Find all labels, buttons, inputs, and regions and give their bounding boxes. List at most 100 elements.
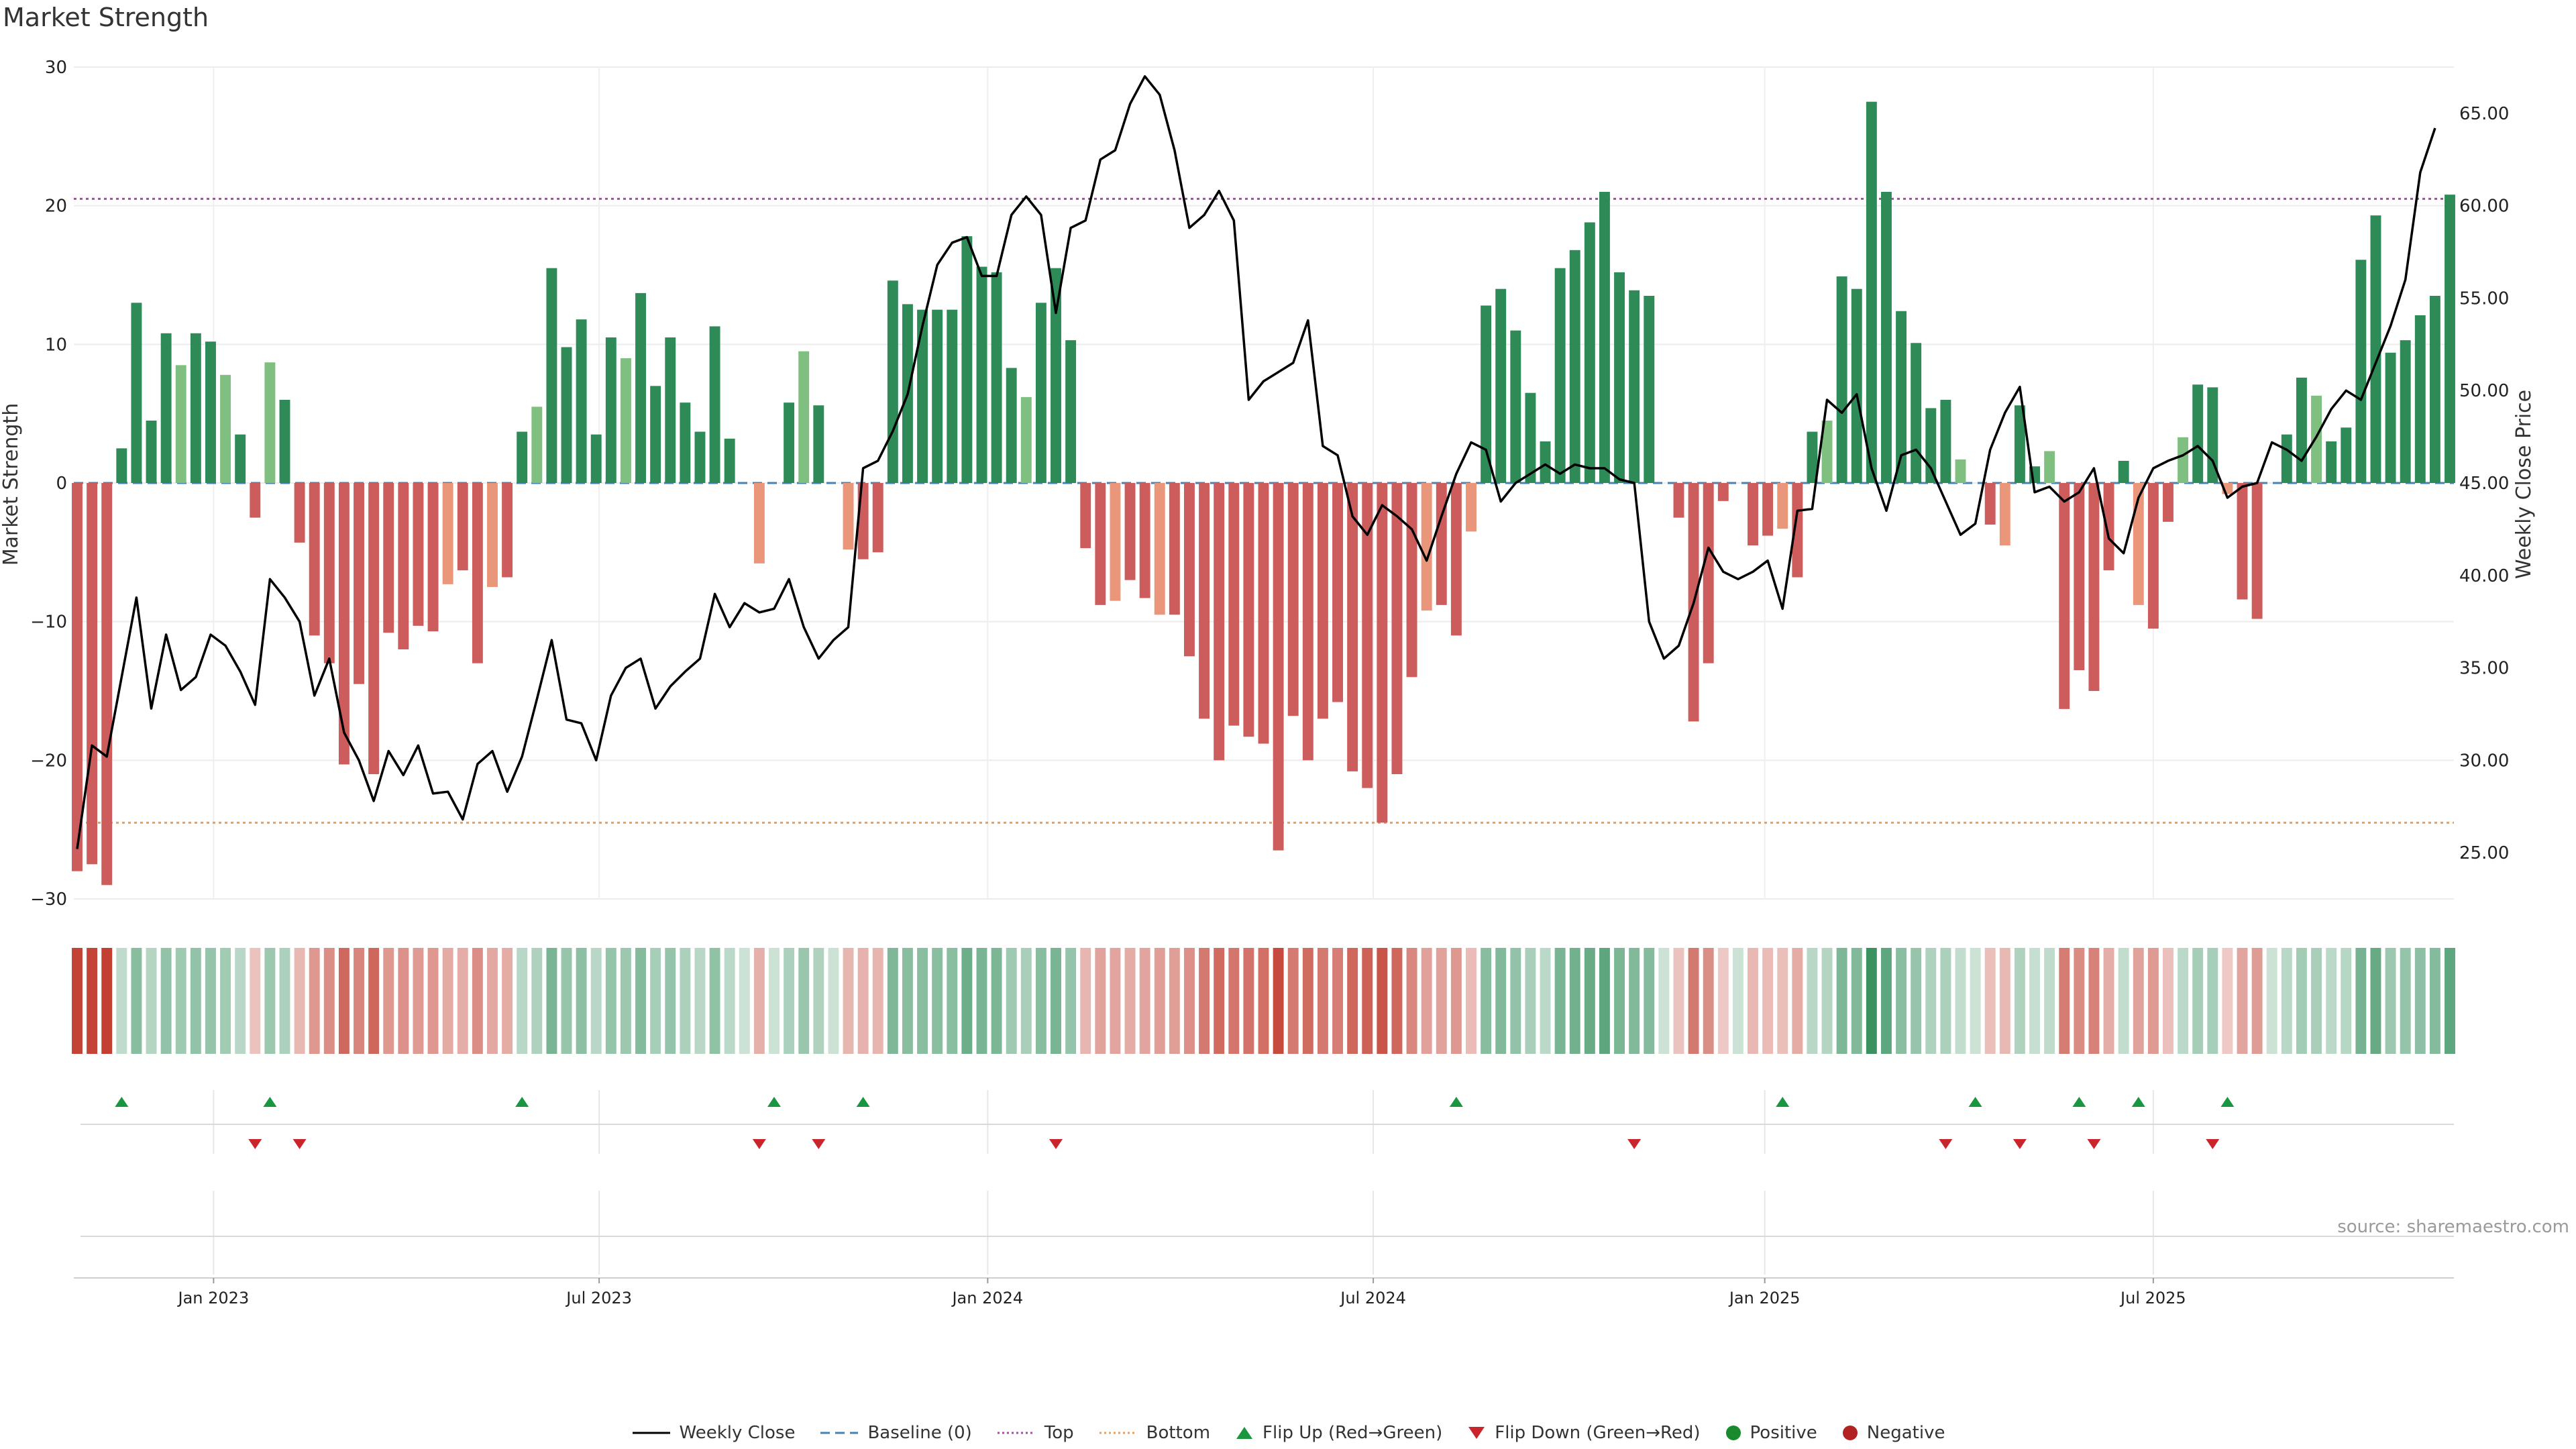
heat-cell — [457, 948, 468, 1054]
strength-bar — [961, 236, 973, 483]
heat-cell — [487, 948, 498, 1054]
triangle-down-icon — [1468, 1427, 1485, 1439]
heat-cell — [1006, 948, 1017, 1054]
flip-down-marker — [292, 1139, 307, 1149]
flip-up-marker — [2220, 1097, 2235, 1107]
strength-bar — [1584, 222, 1595, 483]
heat-cell — [250, 948, 261, 1054]
strength-bar — [1911, 343, 1922, 483]
legend-close[interactable]: Weekly Close — [631, 1423, 796, 1443]
strength-bar — [294, 483, 305, 543]
heat-cell — [576, 948, 587, 1054]
strength-bar — [784, 402, 795, 483]
strength-bar — [2163, 483, 2174, 522]
legend-close-label: Weekly Close — [679, 1423, 796, 1443]
strength-bar — [1881, 192, 1892, 483]
heat-cell — [1184, 948, 1195, 1054]
heat-cell — [1911, 948, 1922, 1054]
flip-up-marker — [1776, 1097, 1790, 1107]
heat-cell — [917, 948, 928, 1054]
heat-cell — [2088, 948, 2100, 1054]
flip-markers — [80, 1097, 2454, 1237]
strength-bar — [1273, 483, 1284, 851]
strength-bar — [620, 358, 631, 483]
strength-bar — [220, 374, 231, 483]
flip-down-marker — [2012, 1139, 2027, 1149]
strength-bar — [991, 272, 1002, 483]
triangle-up-icon — [1236, 1427, 1253, 1439]
strength-bar — [605, 337, 616, 483]
legend-flip-up[interactable]: Flip Up (Red→Green) — [1234, 1423, 1442, 1443]
strength-bar — [1703, 483, 1714, 663]
flip-up-marker — [2072, 1097, 2086, 1107]
strength-bar — [1629, 290, 1640, 483]
y2-tick-label: 40.00 — [2459, 566, 2509, 586]
y-tick-label: 0 — [56, 474, 67, 494]
strength-bar — [1481, 305, 1492, 483]
strength-bar — [2044, 451, 2055, 483]
heat-cell — [1481, 948, 1492, 1054]
strength-bar — [250, 483, 261, 518]
heat-cell — [264, 948, 276, 1054]
heat-cell — [1258, 948, 1269, 1054]
strength-bar — [1984, 483, 1996, 525]
strength-bar — [1199, 483, 1210, 719]
legend-baseline[interactable]: Baseline (0) — [819, 1423, 972, 1443]
y-tick-label: 20 — [45, 197, 67, 217]
heat-cell — [1169, 948, 1180, 1054]
heat-cell — [1065, 948, 1077, 1054]
legend-negative[interactable]: Negative — [1841, 1423, 1945, 1443]
strength-bar — [635, 292, 646, 483]
strength-bar — [2118, 460, 2129, 483]
legend-top-label: Top — [1044, 1423, 1074, 1443]
strength-bar — [2074, 483, 2085, 670]
strength-bar — [383, 483, 394, 633]
heat-cell — [368, 948, 380, 1054]
strength-bar — [546, 268, 557, 483]
strength-bar — [887, 280, 898, 483]
heat-cell — [991, 948, 1002, 1054]
strength-bar — [2341, 427, 2352, 483]
strength-bar — [843, 483, 854, 550]
legend-flip-down[interactable]: Flip Down (Green→Red) — [1466, 1423, 1701, 1443]
strength-bar — [665, 337, 676, 483]
heat-cell — [887, 948, 898, 1054]
legend-negative-label: Negative — [1866, 1423, 1945, 1443]
strength-bar — [264, 362, 276, 483]
heat-cell — [131, 948, 142, 1054]
strength-bar — [190, 333, 201, 483]
y-tick-label: −30 — [30, 890, 67, 910]
legend: Weekly Close Baseline (0) Top Bottom Fli… — [0, 1417, 2576, 1449]
strength-bar — [561, 347, 572, 483]
heat-cell — [784, 948, 795, 1054]
heat-cell — [753, 948, 765, 1054]
strength-bar — [932, 309, 943, 483]
strength-bar — [338, 483, 350, 765]
strength-bar — [1748, 483, 1758, 545]
strength-bar — [2400, 340, 2411, 483]
strength-bar — [116, 448, 127, 483]
legend-positive[interactable]: Positive — [1725, 1423, 1817, 1443]
heat-cell — [813, 948, 824, 1054]
strength-bar — [1035, 303, 1046, 483]
heat-cell — [1644, 948, 1655, 1054]
strength-bar — [1792, 483, 1803, 578]
heat-cell — [2192, 948, 2204, 1054]
strength-bar — [1421, 483, 1432, 611]
legend-top[interactable]: Top — [996, 1423, 1074, 1443]
legend-bottom[interactable]: Bottom — [1098, 1423, 1210, 1443]
heat-cell — [769, 948, 780, 1054]
strength-bar — [1599, 192, 1610, 483]
heat-cell — [398, 948, 409, 1054]
strength-bar — [1051, 268, 1061, 483]
flip-up-marker — [767, 1097, 781, 1107]
x-tick-label: Jan 2024 — [951, 1289, 1023, 1307]
heat-cell — [857, 948, 869, 1054]
strength-bar — [1554, 268, 1566, 483]
heat-cell — [294, 948, 305, 1054]
heat-cell — [1377, 948, 1388, 1054]
heat-cell — [1673, 948, 1684, 1054]
strength-bar — [2385, 352, 2396, 483]
heat-cell — [1214, 948, 1225, 1054]
heat-cell — [2074, 948, 2085, 1054]
